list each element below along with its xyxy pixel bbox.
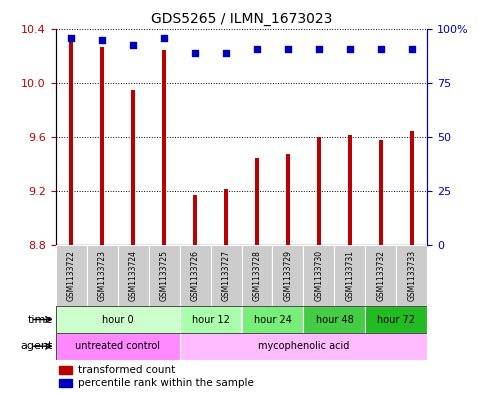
- Text: time: time: [28, 314, 53, 325]
- Bar: [131, 90, 135, 245]
- Point: [129, 41, 137, 48]
- Bar: [303, 245, 334, 306]
- Text: GSM1133727: GSM1133727: [222, 250, 230, 301]
- Bar: [255, 158, 259, 245]
- Bar: [56, 306, 180, 333]
- Point: [315, 46, 323, 52]
- Text: hour 0: hour 0: [102, 314, 133, 325]
- Text: GSM1133728: GSM1133728: [253, 250, 261, 301]
- Text: percentile rank within the sample: percentile rank within the sample: [78, 378, 254, 388]
- Text: agent: agent: [21, 341, 53, 351]
- Bar: [86, 245, 117, 306]
- Text: mycophenolic acid: mycophenolic acid: [258, 341, 349, 351]
- Bar: [224, 189, 228, 245]
- Bar: [180, 333, 427, 360]
- Bar: [366, 245, 397, 306]
- Point: [284, 46, 292, 52]
- Bar: [193, 195, 198, 245]
- Text: GSM1133725: GSM1133725: [159, 250, 169, 301]
- Text: untreated control: untreated control: [75, 341, 160, 351]
- Bar: [56, 245, 86, 306]
- Bar: [379, 140, 384, 245]
- Text: GSM1133722: GSM1133722: [67, 250, 75, 301]
- Point: [222, 50, 230, 56]
- Bar: [334, 245, 366, 306]
- Bar: [149, 245, 180, 306]
- Bar: [348, 135, 352, 245]
- Text: GSM1133730: GSM1133730: [314, 250, 324, 301]
- Bar: [180, 306, 242, 333]
- Text: hour 48: hour 48: [315, 314, 354, 325]
- Point: [253, 46, 261, 52]
- Text: GSM1133729: GSM1133729: [284, 250, 293, 301]
- Bar: [180, 245, 211, 306]
- Bar: [211, 245, 242, 306]
- Bar: [317, 138, 321, 245]
- Text: GSM1133723: GSM1133723: [98, 250, 107, 301]
- Text: hour 24: hour 24: [254, 314, 291, 325]
- Point: [408, 46, 416, 52]
- Bar: [242, 306, 303, 333]
- Bar: [59, 379, 72, 387]
- Bar: [242, 245, 272, 306]
- Bar: [285, 154, 290, 245]
- Point: [191, 50, 199, 56]
- Bar: [69, 39, 73, 245]
- Title: GDS5265 / ILMN_1673023: GDS5265 / ILMN_1673023: [151, 12, 332, 26]
- Point: [67, 35, 75, 41]
- Text: GSM1133731: GSM1133731: [345, 250, 355, 301]
- Bar: [272, 245, 303, 306]
- Text: GSM1133724: GSM1133724: [128, 250, 138, 301]
- Bar: [410, 130, 414, 245]
- Point: [98, 37, 106, 43]
- Text: transformed count: transformed count: [78, 365, 175, 375]
- Point: [346, 46, 354, 52]
- Point: [160, 35, 168, 41]
- Text: GSM1133733: GSM1133733: [408, 250, 416, 301]
- Bar: [303, 306, 366, 333]
- Text: hour 12: hour 12: [192, 314, 229, 325]
- Bar: [99, 47, 104, 245]
- Text: hour 72: hour 72: [377, 314, 415, 325]
- Point: [377, 46, 385, 52]
- Bar: [117, 245, 149, 306]
- Text: GSM1133726: GSM1133726: [190, 250, 199, 301]
- Text: GSM1133732: GSM1133732: [376, 250, 385, 301]
- Bar: [162, 50, 166, 245]
- Bar: [59, 365, 72, 374]
- Bar: [56, 333, 180, 360]
- Bar: [397, 245, 427, 306]
- Bar: [366, 306, 427, 333]
